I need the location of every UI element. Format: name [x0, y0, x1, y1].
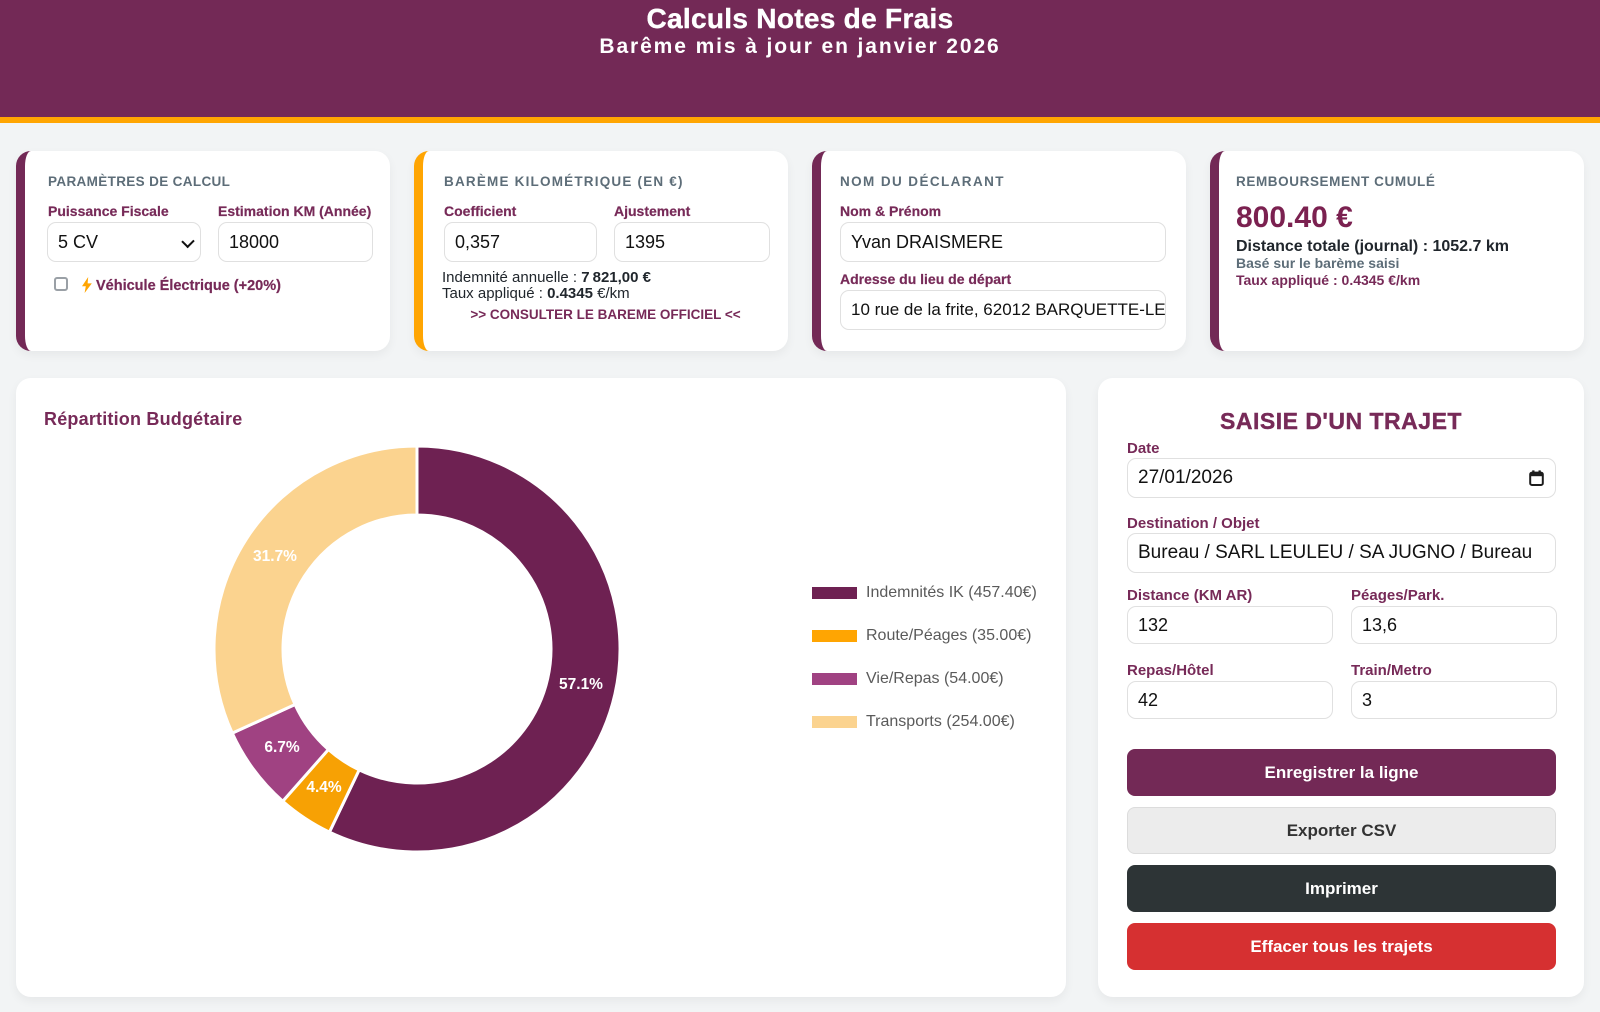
svg-text:57.1%: 57.1% — [559, 676, 603, 693]
svg-text:31.7%: 31.7% — [253, 548, 297, 565]
svg-text:4.4%: 4.4% — [306, 779, 342, 796]
svg-text:6.7%: 6.7% — [264, 739, 300, 756]
